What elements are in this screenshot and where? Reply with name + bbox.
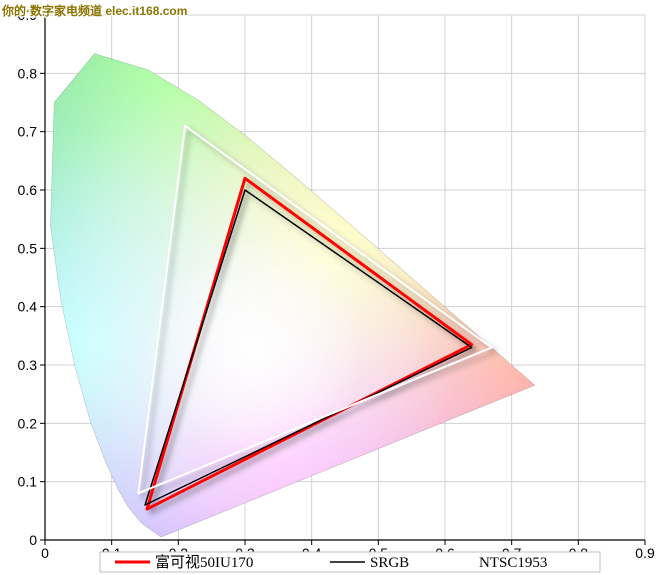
x-tick-label: 0 — [41, 545, 49, 561]
y-tick-label: 0.1 — [18, 474, 38, 490]
y-tick-label: 0.5 — [18, 240, 38, 256]
x-tick-label: 0.9 — [635, 545, 655, 561]
y-tick-label: 0.2 — [18, 415, 38, 431]
y-tick-label: 0.7 — [18, 124, 38, 140]
watermark-text: 你的·数字家电频道 elec.it168.com — [2, 2, 187, 19]
legend-label: NTSC1953 — [479, 555, 547, 571]
legend-label: 富可视50IU170 — [155, 553, 253, 571]
y-tick-label: 0.4 — [18, 299, 38, 315]
legend: 富可视50IU170 SRGB NTSC1953 — [100, 552, 600, 572]
legend-label: SRGB — [370, 555, 409, 571]
cie-chromaticity-chart: 00.10.20.30.40.50.60.70.80.900.10.20.30.… — [0, 0, 670, 575]
y-tick-label: 0 — [29, 532, 37, 548]
y-tick-label: 0.3 — [18, 357, 38, 373]
y-tick-label: 0.8 — [18, 65, 38, 81]
y-tick-label: 0.6 — [18, 182, 38, 198]
